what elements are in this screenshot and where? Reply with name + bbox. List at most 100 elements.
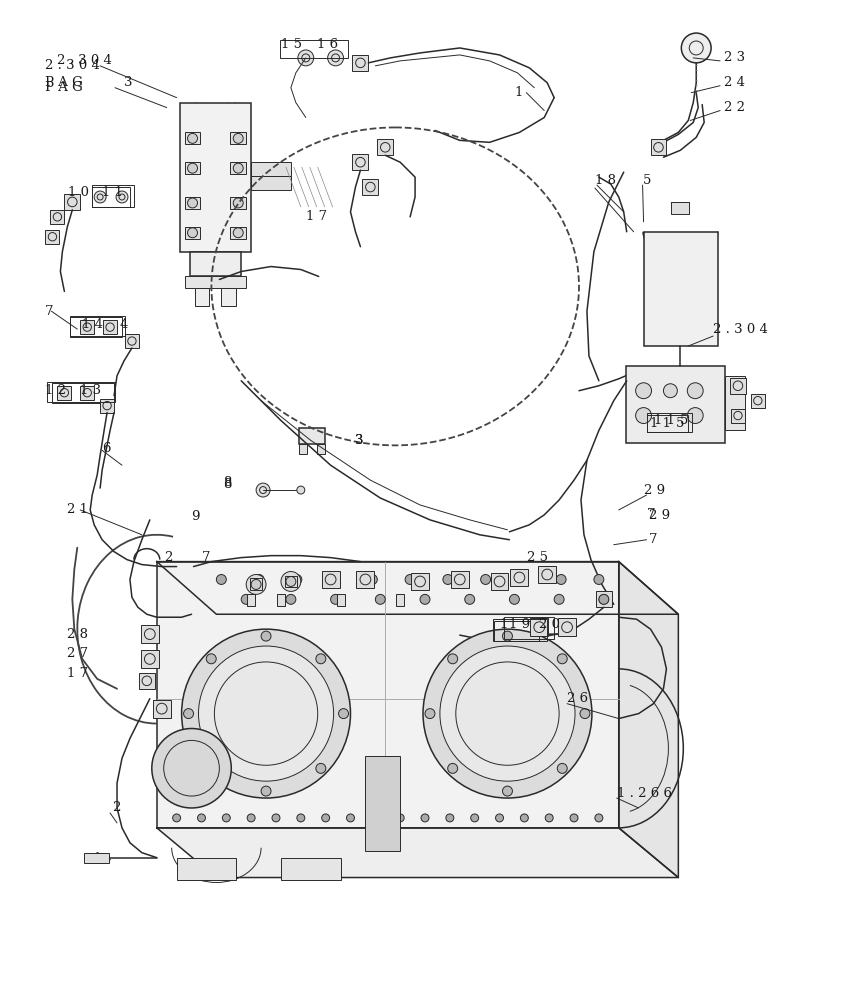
Bar (625, 366, 725, 443)
Text: 1 1: 1 1 (653, 414, 675, 427)
Polygon shape (619, 562, 678, 878)
Circle shape (554, 594, 564, 604)
Bar (451, 571, 469, 588)
Text: P A G: P A G (44, 81, 83, 94)
Polygon shape (157, 828, 678, 878)
Bar (189, 252, 241, 276)
Bar (65, 194, 80, 210)
Text: 2 . 3 0 4: 2 . 3 0 4 (57, 54, 112, 67)
Bar (251, 176, 291, 190)
Text: 7: 7 (648, 533, 657, 546)
Circle shape (331, 594, 341, 604)
Bar (281, 858, 341, 880)
Text: 4: 4 (120, 318, 129, 331)
Circle shape (233, 163, 243, 173)
Text: 1 4: 1 4 (83, 318, 103, 331)
Circle shape (233, 228, 243, 238)
Circle shape (347, 814, 354, 822)
Circle shape (636, 383, 652, 399)
Circle shape (233, 198, 243, 208)
Bar (322, 571, 340, 588)
Text: 7: 7 (647, 508, 655, 521)
Text: 2 5: 2 5 (527, 551, 549, 564)
Circle shape (272, 814, 280, 822)
Bar (353, 55, 368, 71)
Circle shape (254, 575, 264, 584)
Bar (530, 618, 548, 636)
Circle shape (261, 786, 271, 796)
Polygon shape (157, 562, 619, 828)
Circle shape (594, 575, 604, 584)
Text: 2 9: 2 9 (643, 484, 665, 497)
Circle shape (425, 709, 435, 719)
Bar (412, 573, 429, 590)
Text: 2 9: 2 9 (648, 509, 670, 522)
Circle shape (443, 575, 452, 584)
Bar (538, 566, 556, 583)
Bar (510, 569, 528, 586)
Circle shape (496, 814, 504, 822)
Bar (101, 399, 114, 413)
Bar (53, 383, 114, 403)
Text: 1 9: 1 9 (509, 618, 531, 631)
Bar (176, 858, 236, 880)
Bar (643, 232, 718, 346)
Bar (71, 317, 122, 337)
Text: 2 3: 2 3 (724, 51, 746, 64)
Bar (299, 444, 307, 454)
Circle shape (580, 709, 590, 719)
Circle shape (233, 133, 243, 143)
Circle shape (447, 654, 458, 664)
Text: 1 3: 1 3 (80, 384, 101, 397)
Bar (356, 571, 374, 588)
Text: 1 2: 1 2 (44, 384, 66, 397)
Text: 2: 2 (112, 801, 120, 814)
Text: 1 8: 1 8 (595, 174, 616, 187)
Circle shape (152, 729, 231, 808)
Text: 2 . 3 0 4: 2 . 3 0 4 (713, 323, 768, 336)
Bar (285, 576, 296, 587)
Circle shape (376, 594, 385, 604)
Text: 5: 5 (642, 174, 651, 187)
Text: 2 6: 2 6 (567, 692, 588, 705)
Bar (277, 594, 285, 606)
Text: 1: 1 (499, 618, 508, 631)
Bar (751, 394, 765, 408)
Polygon shape (157, 562, 678, 614)
Circle shape (599, 594, 609, 604)
Text: 1 7: 1 7 (67, 667, 89, 680)
Circle shape (298, 50, 314, 66)
Circle shape (545, 814, 553, 822)
Circle shape (330, 575, 340, 584)
Circle shape (281, 572, 301, 591)
Bar (353, 154, 368, 170)
Text: 2: 2 (164, 551, 172, 564)
Circle shape (206, 763, 216, 773)
Bar (80, 386, 95, 400)
Circle shape (198, 814, 205, 822)
Circle shape (423, 629, 592, 798)
Circle shape (222, 814, 230, 822)
Circle shape (557, 654, 567, 664)
Bar (299, 428, 325, 444)
Circle shape (406, 575, 415, 584)
Bar (493, 621, 539, 641)
Bar (50, 210, 65, 224)
Bar (92, 185, 134, 207)
Text: 2 . 3 0 4: 2 . 3 0 4 (44, 59, 100, 72)
Bar (48, 382, 115, 402)
Circle shape (316, 654, 325, 664)
Circle shape (247, 814, 255, 822)
Circle shape (688, 383, 703, 399)
Circle shape (688, 408, 703, 424)
Circle shape (181, 629, 350, 798)
Circle shape (286, 594, 296, 604)
Circle shape (570, 814, 578, 822)
Bar (671, 202, 689, 214)
Circle shape (338, 709, 348, 719)
Circle shape (371, 814, 379, 822)
Text: 9: 9 (192, 510, 200, 523)
Bar (103, 320, 117, 334)
Bar (280, 40, 348, 58)
Circle shape (95, 191, 106, 203)
